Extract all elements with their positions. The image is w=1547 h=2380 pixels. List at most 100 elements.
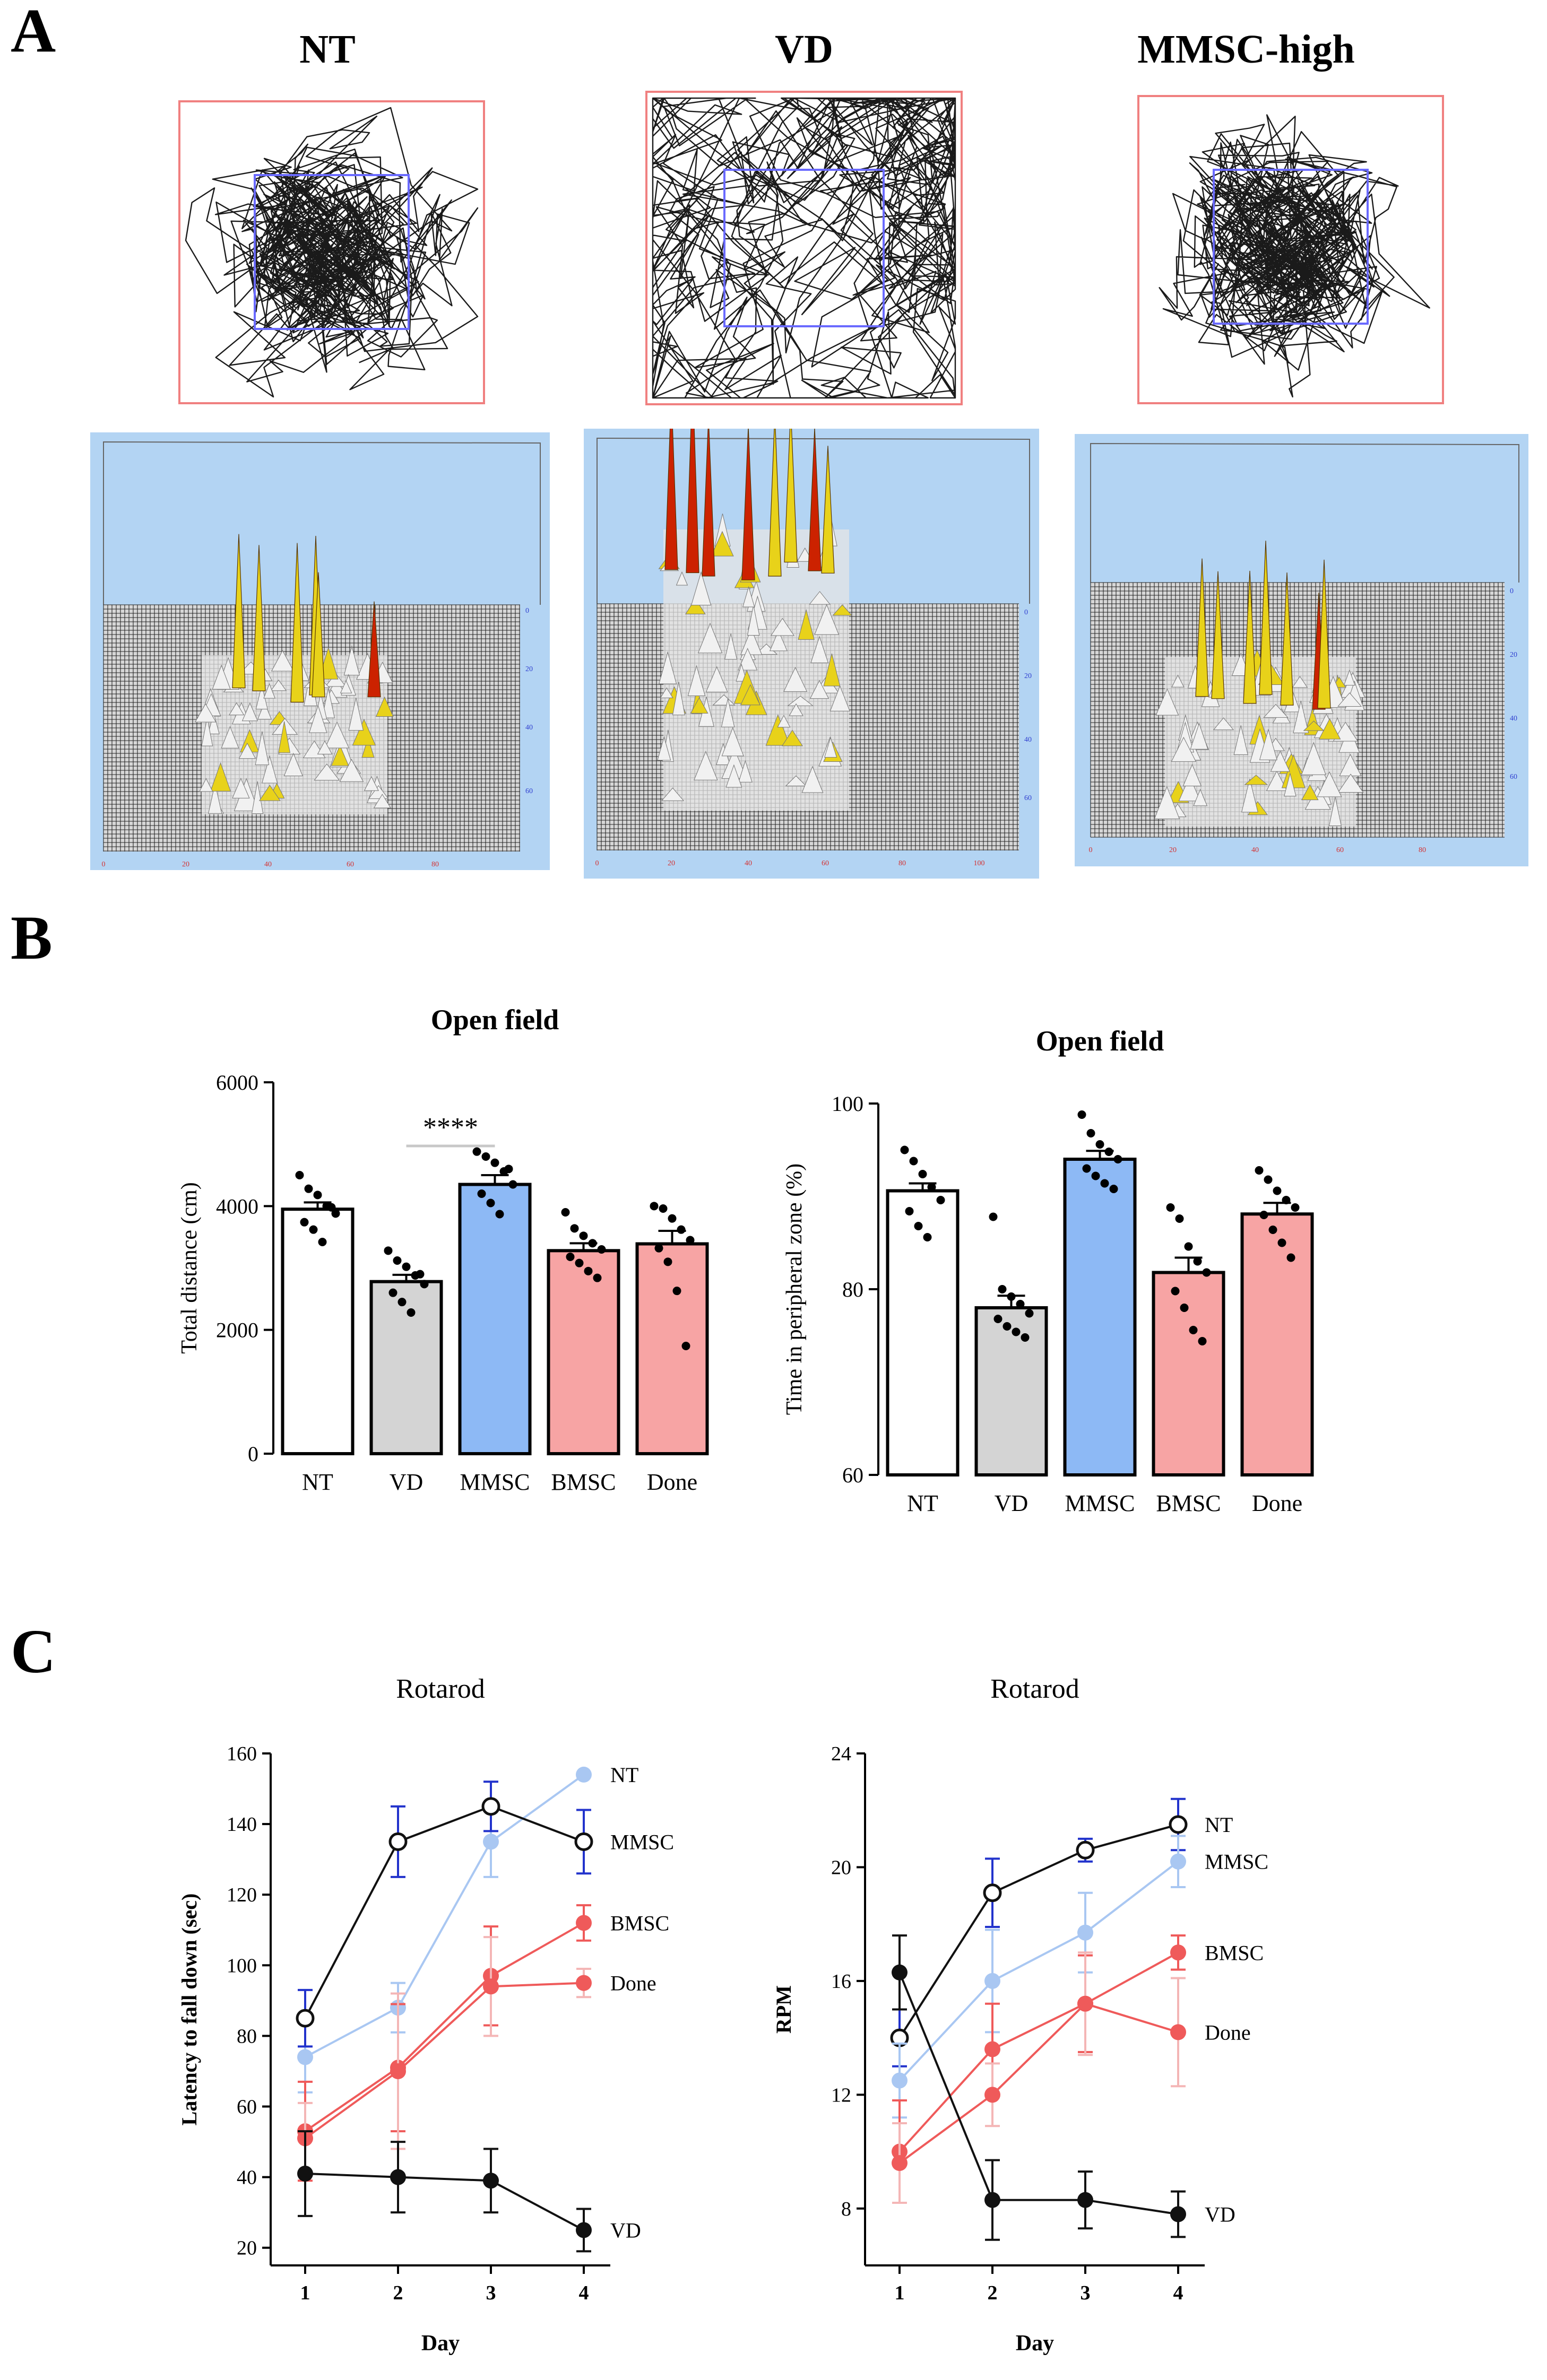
y-tick-label: 60 [842,1463,863,1487]
x-tick-label: 2 [393,2282,403,2304]
heatmap-activity [657,429,853,811]
series-line [304,1922,584,2132]
data-point [984,2087,1000,2103]
heatmap-x-tick: 80 [898,859,906,867]
data-point [1170,2206,1186,2222]
data-point [490,1158,499,1167]
series-label: NT [1205,1813,1233,1837]
y-tick-label: 60 [237,2096,257,2118]
heatmap-y-tick: 40 [525,724,533,732]
data-point [1255,1166,1264,1175]
series-label: BMSC [610,1911,669,1935]
data-point [1268,1226,1277,1234]
center-zone [723,169,885,327]
bar-bmsc [547,1249,620,1455]
data-point [576,1975,592,1991]
data-point [313,1191,322,1200]
data-point [1007,1292,1016,1301]
series-done: Done [297,1936,656,2175]
x-tick-label: MMSC [460,1469,530,1495]
y-tick-label: 20 [831,1856,851,1879]
panel-label-a: A [11,0,56,65]
y-tick-label: 100 [227,1955,257,1977]
y-tick-label: 160 [227,1743,257,1765]
heatmap-x-tick: 60 [347,861,354,868]
data-point [681,1342,690,1350]
chart-title: Rotarod [396,1674,485,1704]
bar-bmsc [1152,1271,1225,1476]
heatmap-x-tick: 20 [668,859,675,867]
heatmap-y-tick: 60 [1024,794,1032,802]
heatmap-x-tick: 20 [182,861,189,868]
x-tick-label: 4 [1173,2282,1183,2304]
data-point [1100,1179,1109,1188]
group-title-mmsc-high: MMSC-high [1137,27,1355,72]
data-point [1012,1327,1021,1336]
heatmap-y-tick: 20 [525,665,533,673]
data-point [296,2009,315,2028]
x-tick-label: 4 [579,2282,589,2304]
data-point [1104,1148,1113,1156]
heatmap-x-tick: 40 [745,859,752,867]
data-point [1189,1326,1198,1334]
panel-label-b: B [11,903,53,972]
x-tick-label: 1 [895,2282,905,2304]
heatmap-x-tick: 20 [1169,846,1177,854]
series-line [304,1982,584,2140]
chart-title: Open field [431,1004,559,1036]
x-axis-label: Day [1016,2331,1054,2356]
data-point [1180,1304,1189,1312]
data-point [1091,1171,1100,1180]
heatmap-x-tick: 0 [1089,846,1093,854]
data-point [905,1207,914,1215]
data-point [477,1189,486,1198]
data-point [909,1157,918,1166]
track-lines [652,97,956,399]
y-tick-label: 24 [831,1743,851,1765]
data-point [384,1246,393,1255]
data-point [1171,1287,1180,1296]
data-point [923,1233,932,1241]
x-tick-label: 3 [486,2282,496,2304]
data-point [390,2063,406,2079]
data-point [388,1832,408,1851]
data-point [983,1883,1002,1903]
y-axis-label: RPM [772,1985,796,2034]
bar-nt [281,1208,355,1455]
data-point [1077,1995,1093,2012]
data-point [1166,1203,1175,1212]
data-point [677,1225,686,1234]
data-point [575,1258,584,1267]
data-point [663,1257,672,1266]
bar-mmsc [1063,1158,1137,1476]
data-point [486,1198,495,1208]
data-point [504,1165,513,1174]
center-zone [1213,169,1369,325]
data-point [393,1256,402,1265]
y-tick-label: 20 [237,2237,257,2260]
series-vd: VD [297,2130,641,2253]
series-line [305,2172,584,2231]
y-tick-label: 40 [237,2167,257,2189]
heatmap-y-tick: 0 [1024,609,1028,616]
heatmap-x-tick: 100 [974,859,985,867]
series-label: BMSC [1205,1941,1264,1965]
series-line [305,1774,585,2058]
data-point [574,1832,593,1851]
data-point [1021,1333,1030,1342]
track-plot-mmsc-high [1137,95,1444,404]
data-point [388,1288,397,1297]
data-point [1193,1257,1202,1266]
heatmap-x-tick: 60 [822,859,829,867]
data-point [420,1280,429,1289]
y-tick-label: 120 [227,1884,257,1906]
data-point [1277,1238,1286,1247]
heatmap-x-tick: 40 [1251,846,1259,854]
y-axis-label: Time in peripheral zone (%) [782,1163,807,1415]
data-point [1095,1140,1104,1149]
series-line [898,2002,1179,2164]
heatmap-nt: 0 20 40 60 80 0 20 40 60 [90,432,550,870]
data-point [593,1273,602,1282]
data-point [998,1285,1007,1293]
data-point [508,1180,517,1189]
